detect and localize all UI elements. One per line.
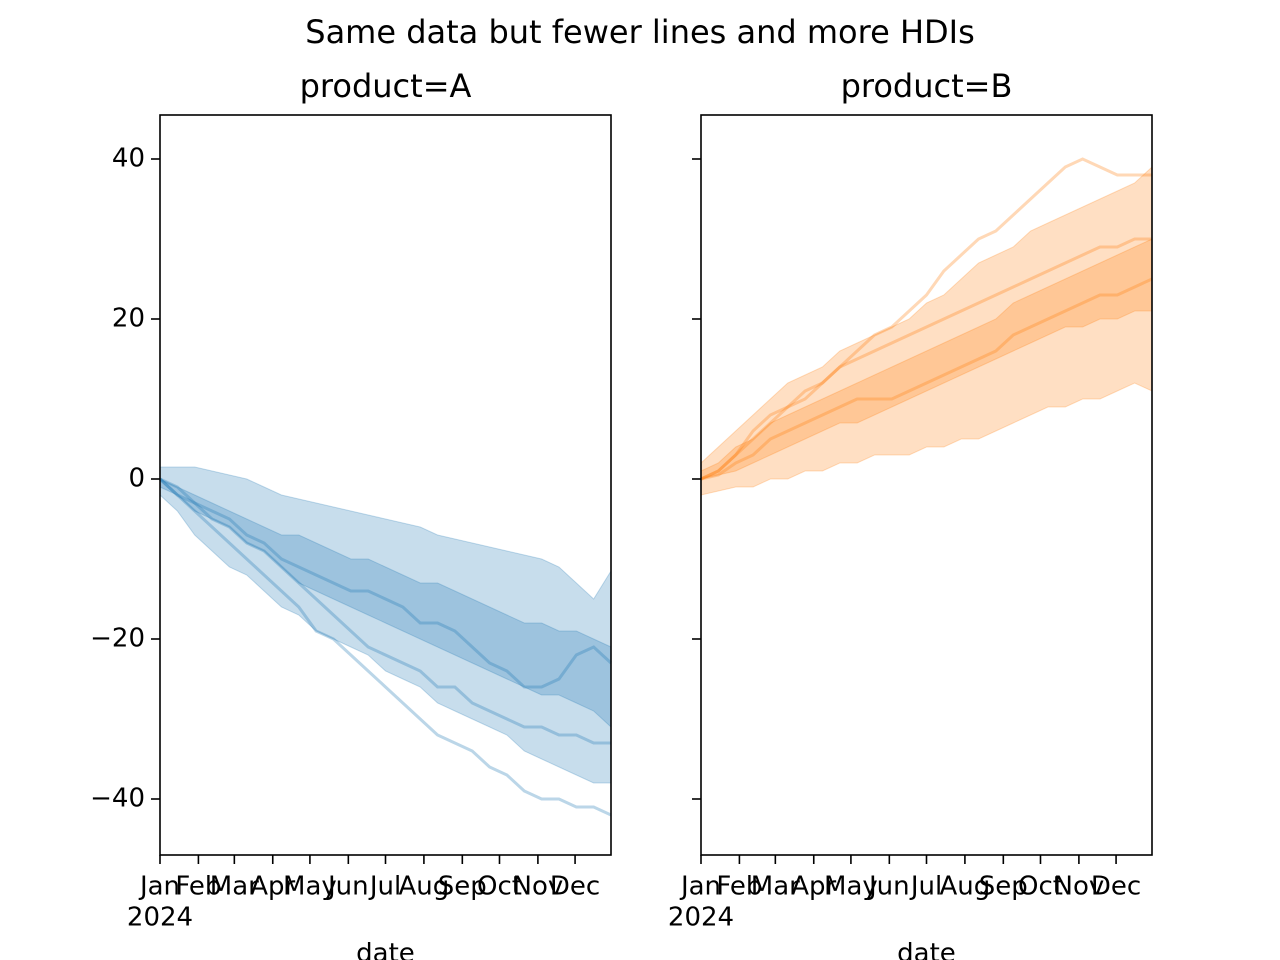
x-tick-label: Mar [751, 872, 800, 902]
x-tick-label: Jun [867, 872, 910, 902]
y-tick-label: −20 [90, 624, 145, 654]
subplot-title: product=A [300, 67, 472, 105]
x-tick-label: Jan [679, 872, 721, 902]
x-tick-label: Feb [175, 872, 221, 902]
x-tick-label: Sep [438, 872, 487, 902]
x-tick-label: May [283, 872, 337, 902]
x-tick-label: Aug [399, 872, 450, 902]
x-tick-label: Aug [940, 872, 991, 902]
y-tick-label: 0 [128, 464, 145, 494]
x-tick-label: Nov [513, 872, 564, 902]
sample-line [158, 477, 611, 745]
y-tick-label: −40 [90, 784, 145, 814]
x-tick-label: Feb [716, 872, 762, 902]
sample-line [159, 477, 613, 689]
y-tick-label: 20 [112, 304, 145, 334]
x-tick-label: Jan [138, 872, 180, 902]
x-tick-label: Dec [1091, 872, 1141, 902]
x-tick-label: Mar [210, 872, 259, 902]
x-tick-label: May [824, 872, 878, 902]
x-axis-label: date [897, 939, 956, 960]
x-tick-label: Apr [791, 872, 836, 902]
subplot-title: product=B [841, 67, 1013, 105]
x-tick-label: Jul [368, 872, 401, 902]
x-tick-year: 2024 [127, 903, 193, 933]
x-tick-label: Sep [979, 872, 1028, 902]
sample-line [700, 277, 1153, 481]
sample-line [700, 237, 1152, 481]
x-tick-label: Apr [250, 872, 295, 902]
sample-line [700, 157, 1152, 481]
figure-title: Same data but fewer lines and more HDIs [305, 13, 975, 51]
x-axis-label: date [356, 939, 415, 960]
x-tick-label: Jun [326, 872, 369, 902]
x-tick-label: Jul [909, 872, 942, 902]
y-tick-label: 40 [112, 144, 145, 174]
x-tick-label: Nov [1054, 872, 1105, 902]
x-tick-year: 2024 [668, 903, 734, 933]
x-tick-label: Dec [550, 872, 600, 902]
x-tick-label: Oct [1018, 872, 1063, 902]
x-tick-label: Oct [477, 872, 522, 902]
sample-line [158, 477, 612, 817]
